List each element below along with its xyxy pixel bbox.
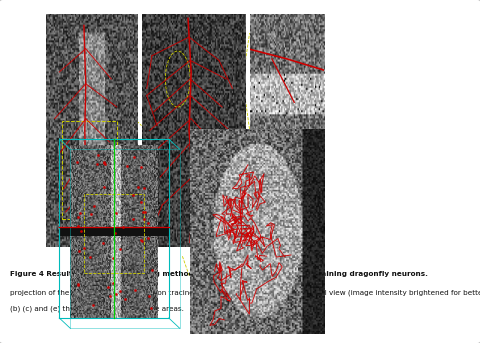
Text: b: b (144, 14, 150, 23)
Text: (b) (c) and (e) the zoom-in the respective areas.: (b) (c) and (e) the zoom-in the respecti… (10, 305, 183, 312)
Text: projection of the input data and the neuron tracing results (red). (d) The cross: projection of the input data and the neu… (10, 290, 480, 296)
Text: Figure 4 Results from the DF-Tracing method using 3D confocal images containing : Figure 4 Results from the DF-Tracing met… (10, 271, 428, 277)
Bar (62, 121, 117, 219)
Text: d: d (48, 129, 54, 138)
Bar (60, 227, 169, 236)
Text: a: a (48, 14, 54, 23)
Bar (84, 194, 144, 273)
Text: e: e (192, 129, 198, 138)
Text: c: c (252, 17, 257, 26)
